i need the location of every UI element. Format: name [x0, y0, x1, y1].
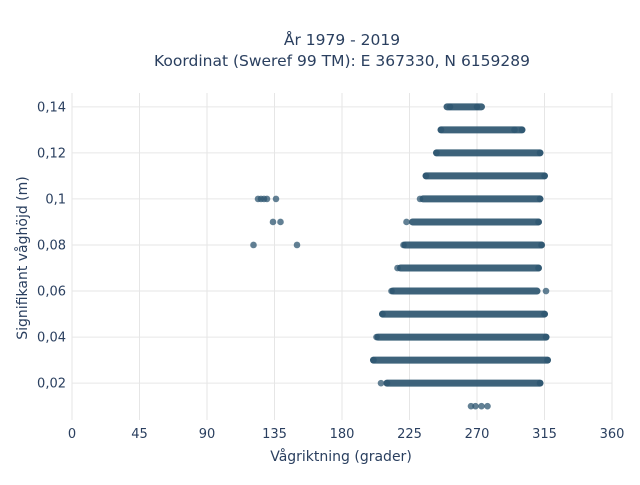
data-point — [473, 103, 481, 111]
y-tick-label: 0,06 — [37, 285, 66, 300]
data-point — [538, 241, 545, 249]
data-point — [472, 402, 479, 410]
data-point — [403, 218, 410, 226]
data-point — [536, 379, 544, 387]
chart-title-line1: År 1979 - 2019 — [284, 30, 400, 49]
x-tick-label: 45 — [131, 427, 148, 442]
data-point — [377, 379, 385, 387]
data-point — [272, 195, 280, 203]
data-point — [250, 241, 257, 249]
data-point — [541, 172, 548, 180]
y-tick-label: 0,12 — [37, 146, 66, 161]
chart-title-line2: Koordinat (Sweref 99 TM): E 367330, N 61… — [154, 52, 530, 70]
x-tick-label: 270 — [465, 427, 490, 442]
data-point — [536, 195, 544, 203]
data-point — [293, 241, 301, 249]
data-point — [433, 149, 440, 157]
data-point — [535, 218, 542, 226]
data-point — [388, 287, 395, 295]
grid-lines — [71, 93, 613, 420]
x-axis-title: Vågriktning (grader) — [270, 448, 412, 465]
y-tick-label: 0,04 — [37, 331, 66, 346]
data-point — [277, 218, 284, 226]
data-point — [370, 356, 377, 364]
data-point — [511, 126, 518, 134]
x-tick-label: 180 — [330, 427, 355, 442]
data-point — [542, 287, 550, 295]
data-point — [373, 333, 380, 341]
data-point — [544, 356, 551, 364]
data-points — [250, 103, 551, 410]
y-axis-title: Signifikant våghöjd (m) — [14, 176, 31, 339]
data-point — [269, 218, 277, 226]
data-point — [416, 195, 424, 203]
data-point — [446, 103, 454, 111]
x-axis-ticks: 0 45 90 135 180 225 270 315 360 — [68, 427, 625, 442]
x-tick-label: 90 — [199, 427, 216, 442]
data-point — [518, 126, 526, 134]
y-tick-label: 0,14 — [37, 100, 66, 115]
y-tick-label: 0,08 — [37, 238, 66, 253]
data-point — [263, 195, 271, 203]
x-tick-label: 360 — [600, 427, 625, 442]
x-tick-label: 135 — [262, 427, 287, 442]
data-point — [536, 149, 544, 157]
data-point — [484, 402, 491, 410]
data-point — [400, 241, 407, 249]
data-point — [383, 379, 391, 387]
y-axis-ticks: 0,02 0,04 0,06 0,08 0,1 0,12 0,14 — [37, 100, 66, 391]
y-tick-label: 0,1 — [45, 192, 66, 207]
x-tick-label: 315 — [532, 427, 557, 442]
data-point — [478, 402, 485, 410]
data-point — [422, 172, 430, 180]
x-tick-label: 225 — [397, 427, 422, 442]
data-point — [535, 264, 542, 272]
data-point — [437, 126, 445, 134]
data-point — [542, 333, 550, 341]
data-point — [541, 310, 548, 318]
x-tick-label: 0 — [68, 427, 76, 442]
y-tick-label: 0,02 — [37, 377, 66, 392]
data-point — [394, 264, 401, 272]
data-point — [379, 310, 386, 318]
data-bands — [370, 103, 551, 387]
